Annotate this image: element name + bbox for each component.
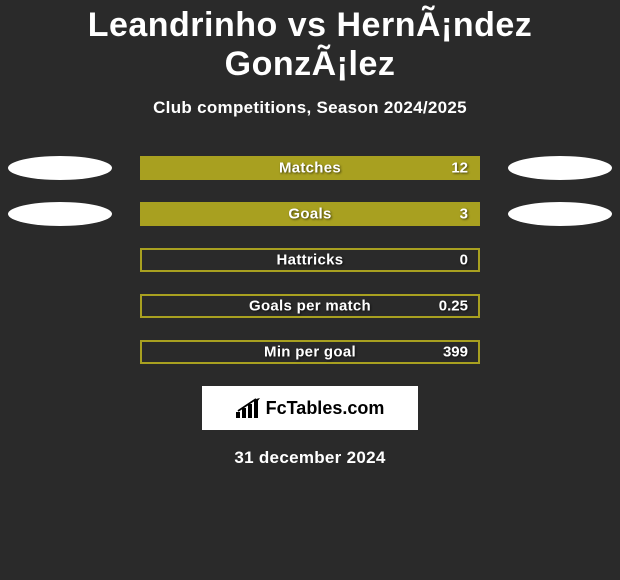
stat-label: Goals per match <box>249 298 371 315</box>
stat-row: Hattricks 0 <box>0 248 620 272</box>
page-title: Leandrinho vs HernÃ¡ndez GonzÃ¡lez <box>0 0 620 84</box>
stat-value: 3 <box>460 206 468 223</box>
brand-logo-box: FcTables.com <box>202 386 418 430</box>
stat-value: 0 <box>460 252 468 269</box>
stat-label: Matches <box>279 160 341 177</box>
stat-value: 0.25 <box>439 298 468 315</box>
right-ellipse <box>508 156 612 180</box>
chart-icon <box>236 398 260 418</box>
stat-value: 399 <box>443 344 468 361</box>
stat-label: Min per goal <box>264 344 356 361</box>
stats-area: Matches 12 Goals 3 Hattricks 0 Goals per match… <box>0 156 620 364</box>
stat-label: Hattricks <box>277 252 344 269</box>
bar-track: Goals 3 <box>140 202 480 226</box>
subtitle: Club competitions, Season 2024/2025 <box>0 98 620 118</box>
date-text: 31 december 2024 <box>0 448 620 468</box>
bar-track: Hattricks 0 <box>140 248 480 272</box>
stat-label: Goals <box>288 206 331 223</box>
bar-track: Min per goal 399 <box>140 340 480 364</box>
left-ellipse <box>8 202 112 226</box>
bar-track: Matches 12 <box>140 156 480 180</box>
stat-value: 12 <box>451 160 468 177</box>
stat-row: Goals 3 <box>0 202 620 226</box>
brand-name: FcTables.com <box>266 398 385 419</box>
left-ellipse <box>8 156 112 180</box>
stat-row: Min per goal 399 <box>0 340 620 364</box>
bar-track: Goals per match 0.25 <box>140 294 480 318</box>
stat-row: Goals per match 0.25 <box>0 294 620 318</box>
right-ellipse <box>508 202 612 226</box>
stat-row: Matches 12 <box>0 156 620 180</box>
